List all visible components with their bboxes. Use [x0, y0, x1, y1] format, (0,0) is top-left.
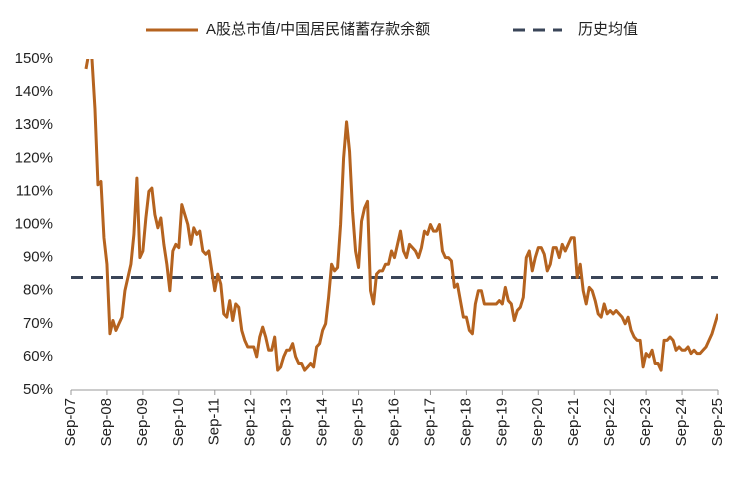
x-tick-label: Sep-19 — [493, 398, 510, 446]
x-tick-label: Sep-08 — [98, 398, 115, 446]
x-tick-label: Sep-21 — [565, 398, 582, 446]
x-tick-label: Sep-16 — [385, 398, 402, 446]
x-tick-label: Sep-24 — [673, 398, 690, 446]
y-tick-label: 70% — [23, 315, 53, 332]
legend-label: A股总市值/中国居民储蓄存款余额 — [206, 20, 430, 38]
x-tick-label: Sep-18 — [457, 398, 474, 446]
x-tick-label: Sep-07 — [62, 398, 79, 446]
y-tick-label: 50% — [23, 381, 53, 398]
x-tick-label: Sep-17 — [421, 398, 438, 446]
y-tick-label: 120% — [15, 149, 53, 166]
y-tick-label: 60% — [23, 348, 53, 365]
x-tick-label: Sep-11 — [206, 398, 223, 445]
legend-label: 历史均值 — [578, 21, 638, 38]
y-tick-label: 90% — [23, 249, 53, 266]
x-tick-label: Sep-12 — [242, 398, 259, 446]
data-line — [84, 59, 718, 372]
y-tick-label: 110% — [16, 182, 53, 199]
x-tick-label: Sep-10 — [170, 398, 187, 446]
y-tick-label: 100% — [15, 215, 53, 232]
x-tick-label: Sep-15 — [350, 398, 367, 446]
x-tick-label: Sep-25 — [709, 398, 726, 446]
x-tick-label: Sep-14 — [314, 398, 331, 446]
y-tick-label: 130% — [15, 116, 53, 133]
x-tick-label: Sep-20 — [529, 398, 546, 446]
y-tick-label: 140% — [15, 83, 53, 100]
x-tick-label: Sep-22 — [601, 398, 618, 446]
x-tick-label: Sep-13 — [278, 398, 295, 446]
y-tick-label: 80% — [23, 282, 53, 299]
x-tick-label: Sep-23 — [637, 398, 654, 446]
x-tick-label: Sep-09 — [134, 398, 151, 446]
y-tick-label: 150% — [15, 50, 53, 67]
